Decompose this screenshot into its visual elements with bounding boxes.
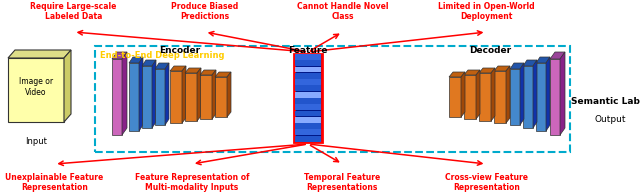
Polygon shape <box>550 59 560 135</box>
FancyBboxPatch shape <box>295 60 321 66</box>
Text: Cross-view Feature
Representation: Cross-view Feature Representation <box>445 173 528 192</box>
FancyBboxPatch shape <box>295 98 321 104</box>
Polygon shape <box>200 70 216 75</box>
FancyBboxPatch shape <box>295 54 321 60</box>
Polygon shape <box>550 52 565 59</box>
Polygon shape <box>185 68 201 73</box>
Polygon shape <box>476 70 480 119</box>
Polygon shape <box>165 63 169 125</box>
Text: Output: Output <box>595 115 626 125</box>
Polygon shape <box>523 66 533 128</box>
Text: Feature: Feature <box>288 46 328 55</box>
Polygon shape <box>510 63 524 69</box>
Polygon shape <box>122 52 127 135</box>
Text: Encoder: Encoder <box>159 46 200 55</box>
Text: Cannot Handle Novel
Class: Cannot Handle Novel Class <box>297 2 388 21</box>
FancyBboxPatch shape <box>295 67 321 72</box>
Text: Limited in Open-World
Deployment: Limited in Open-World Deployment <box>438 2 534 21</box>
Polygon shape <box>546 57 550 131</box>
Polygon shape <box>449 72 465 77</box>
FancyBboxPatch shape <box>295 136 321 141</box>
Polygon shape <box>8 50 71 58</box>
Polygon shape <box>494 66 510 71</box>
Text: Require Large-scale
Labeled Data: Require Large-scale Labeled Data <box>31 2 116 21</box>
Text: Decoder: Decoder <box>469 46 511 55</box>
Polygon shape <box>479 73 491 121</box>
FancyBboxPatch shape <box>295 129 321 135</box>
Polygon shape <box>152 60 156 128</box>
Polygon shape <box>464 70 480 75</box>
Polygon shape <box>129 63 139 131</box>
Polygon shape <box>112 52 127 59</box>
Polygon shape <box>197 68 201 121</box>
Polygon shape <box>461 72 465 117</box>
FancyBboxPatch shape <box>295 73 321 79</box>
FancyBboxPatch shape <box>295 117 321 123</box>
Polygon shape <box>215 77 227 117</box>
Text: Feature Representation of
Multi-modality Inputs: Feature Representation of Multi-modality… <box>135 173 249 192</box>
Polygon shape <box>520 63 524 125</box>
Polygon shape <box>510 69 520 125</box>
FancyBboxPatch shape <box>294 54 322 142</box>
Polygon shape <box>142 60 156 66</box>
Text: End-to-End Deep Learning: End-to-End Deep Learning <box>100 51 225 60</box>
FancyBboxPatch shape <box>295 79 321 85</box>
Polygon shape <box>479 68 495 73</box>
Polygon shape <box>200 75 212 119</box>
Text: Input: Input <box>25 138 47 146</box>
Polygon shape <box>64 50 71 122</box>
Polygon shape <box>139 57 143 131</box>
Polygon shape <box>533 60 537 128</box>
Text: Semantic Label: Semantic Label <box>571 98 640 107</box>
Polygon shape <box>494 71 506 123</box>
Polygon shape <box>142 66 152 128</box>
Polygon shape <box>129 57 143 63</box>
FancyBboxPatch shape <box>295 85 321 91</box>
Polygon shape <box>215 72 231 77</box>
Polygon shape <box>170 66 186 71</box>
Polygon shape <box>155 63 169 69</box>
Polygon shape <box>212 70 216 119</box>
Polygon shape <box>491 68 495 121</box>
FancyBboxPatch shape <box>295 92 321 98</box>
Polygon shape <box>170 71 182 123</box>
Polygon shape <box>8 58 64 122</box>
Polygon shape <box>155 69 165 125</box>
FancyBboxPatch shape <box>295 104 321 110</box>
Polygon shape <box>182 66 186 123</box>
Text: Produce Biased
Predictions: Produce Biased Predictions <box>171 2 239 21</box>
Polygon shape <box>523 60 537 66</box>
Polygon shape <box>560 52 565 135</box>
Polygon shape <box>449 77 461 117</box>
Polygon shape <box>227 72 231 117</box>
FancyBboxPatch shape <box>295 123 321 129</box>
Polygon shape <box>536 57 550 63</box>
Polygon shape <box>185 73 197 121</box>
Polygon shape <box>506 66 510 123</box>
Text: Unexplainable Feature
Representation: Unexplainable Feature Representation <box>5 173 104 192</box>
FancyBboxPatch shape <box>295 111 321 116</box>
Text: Temporal Feature
Representations: Temporal Feature Representations <box>304 173 381 192</box>
Polygon shape <box>464 75 476 119</box>
Text: Image or
Video: Image or Video <box>19 77 53 97</box>
Polygon shape <box>536 63 546 131</box>
Polygon shape <box>112 59 122 135</box>
